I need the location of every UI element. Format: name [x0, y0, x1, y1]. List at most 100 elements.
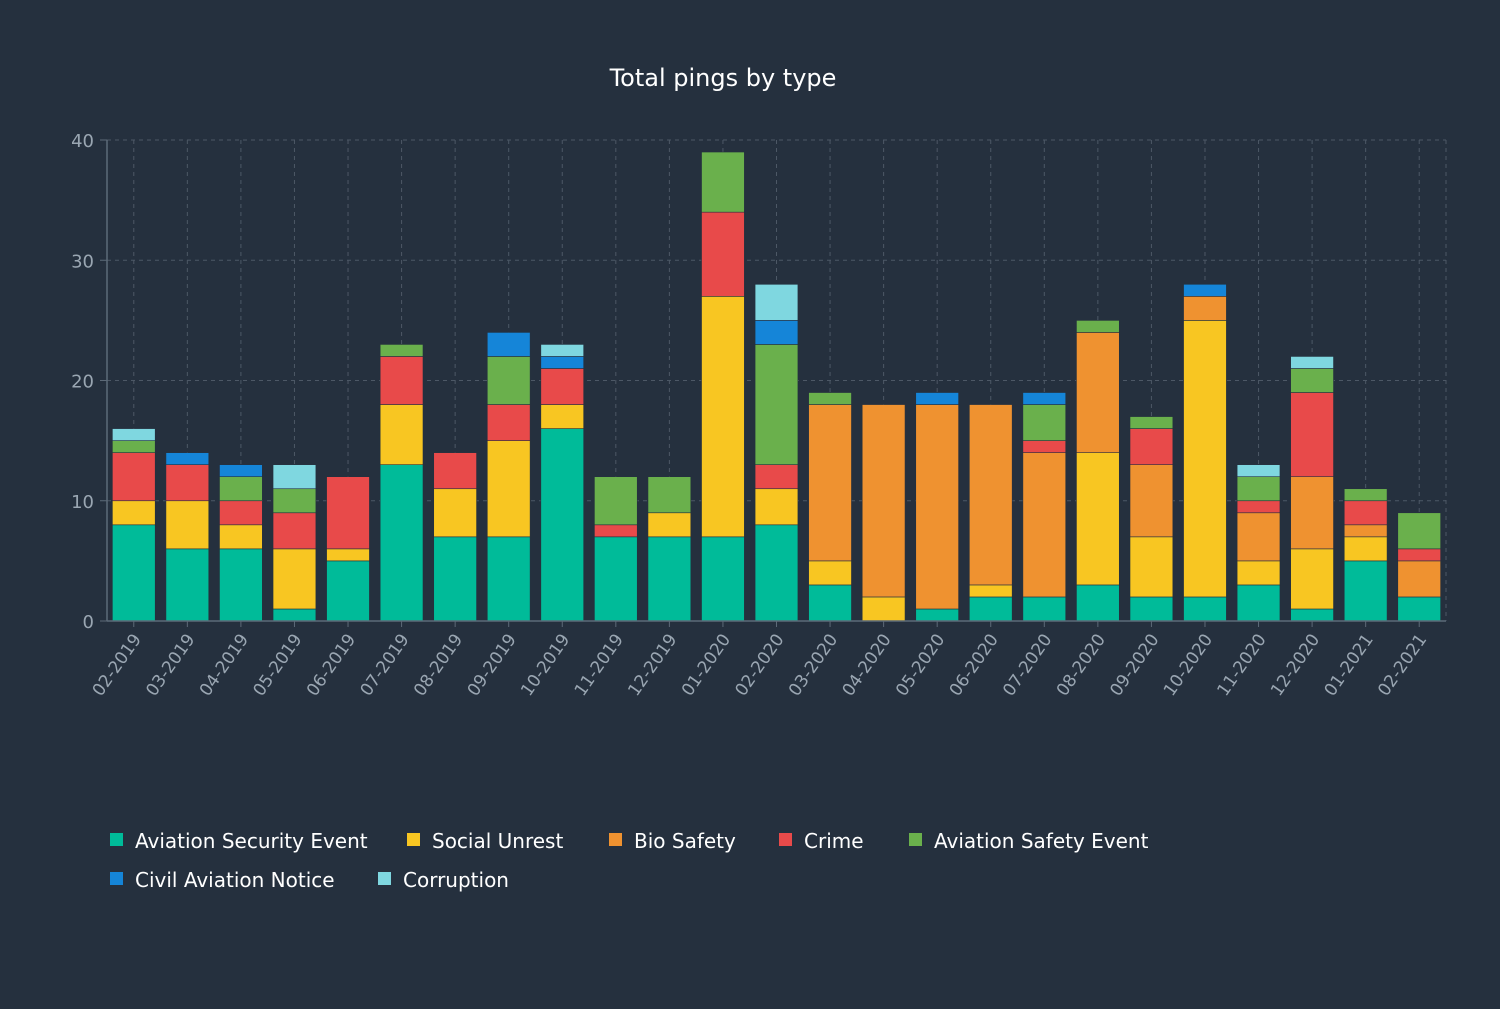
- bar-segment[interactable]: [594, 476, 638, 526]
- bar-segment[interactable]: [112, 524, 156, 622]
- legend-item[interactable]: Aviation Security Event: [110, 829, 368, 853]
- bar-segment[interactable]: [701, 536, 745, 622]
- bar-segment[interactable]: [754, 320, 799, 345]
- bar-segment[interactable]: [486, 404, 531, 441]
- bar-segment[interactable]: [1129, 596, 1174, 622]
- bar-segment[interactable]: [969, 596, 1013, 622]
- bar-segment[interactable]: [701, 151, 745, 213]
- bar-segment[interactable]: [219, 500, 263, 526]
- bar-segment[interactable]: [1343, 536, 1388, 562]
- bar-segment[interactable]: [540, 356, 584, 369]
- legend-item[interactable]: Crime: [779, 829, 864, 853]
- bar-segment[interactable]: [1076, 584, 1120, 622]
- bar-segment[interactable]: [219, 476, 263, 502]
- bar-segment[interactable]: [1022, 596, 1067, 622]
- legend-item[interactable]: Civil Aviation Notice: [110, 868, 335, 892]
- bar-segment[interactable]: [165, 452, 210, 465]
- bar-segment[interactable]: [326, 560, 370, 622]
- bar-segment[interactable]: [1397, 596, 1441, 622]
- bar-segment[interactable]: [701, 296, 745, 538]
- bar-segment[interactable]: [915, 404, 959, 610]
- bar-segment[interactable]: [861, 404, 906, 598]
- bar-segment[interactable]: [272, 548, 317, 610]
- bar-segment[interactable]: [754, 464, 799, 490]
- bar-segment[interactable]: [1397, 512, 1441, 550]
- bar-segment[interactable]: [808, 392, 852, 405]
- bar-segment[interactable]: [1236, 584, 1281, 622]
- bar-segment[interactable]: [969, 404, 1013, 586]
- bar-segment[interactable]: [433, 452, 477, 490]
- bar-segment[interactable]: [1343, 560, 1388, 622]
- bar-segment[interactable]: [915, 392, 959, 405]
- bar-segment[interactable]: [1343, 524, 1388, 538]
- bar-segment[interactable]: [1129, 428, 1174, 465]
- bar-segment[interactable]: [112, 452, 156, 502]
- bar-segment[interactable]: [272, 488, 317, 514]
- bar-segment[interactable]: [486, 332, 531, 357]
- bar-segment[interactable]: [1397, 548, 1441, 562]
- bar-segment[interactable]: [1343, 488, 1388, 502]
- bar-segment[interactable]: [219, 464, 263, 477]
- bar-segment[interactable]: [326, 476, 370, 550]
- bar-segment[interactable]: [1236, 512, 1281, 562]
- bar-segment[interactable]: [754, 283, 799, 321]
- bar-segment[interactable]: [379, 404, 424, 465]
- bar-segment[interactable]: [219, 524, 263, 550]
- legend-item[interactable]: Bio Safety: [609, 829, 736, 853]
- bar-segment[interactable]: [379, 344, 424, 357]
- bar-segment[interactable]: [969, 584, 1013, 598]
- bar-segment[interactable]: [861, 596, 906, 622]
- bar-segment[interactable]: [1022, 440, 1067, 453]
- legend-item[interactable]: Aviation Safety Event: [909, 829, 1149, 853]
- legend-item[interactable]: Social Unrest: [407, 829, 563, 853]
- bar-segment[interactable]: [1183, 596, 1227, 622]
- bar-segment[interactable]: [1397, 560, 1441, 598]
- bar-segment[interactable]: [1076, 452, 1120, 586]
- bar-segment[interactable]: [1129, 536, 1174, 598]
- bar-segment[interactable]: [272, 608, 317, 622]
- bar-segment[interactable]: [647, 512, 692, 538]
- bar-segment[interactable]: [1290, 548, 1334, 610]
- bar-segment[interactable]: [915, 608, 959, 622]
- bar-segment[interactable]: [165, 548, 210, 622]
- bar-segment[interactable]: [112, 428, 156, 441]
- bar-segment[interactable]: [379, 464, 424, 622]
- bar-segment[interactable]: [1290, 392, 1334, 477]
- bar-segment[interactable]: [1236, 476, 1281, 502]
- bar-segment[interactable]: [112, 440, 156, 453]
- bar-segment[interactable]: [1076, 332, 1120, 453]
- bar-segment[interactable]: [1076, 320, 1120, 333]
- bar-segment[interactable]: [1290, 476, 1334, 550]
- bar-segment[interactable]: [112, 500, 156, 526]
- bar-segment[interactable]: [540, 404, 584, 429]
- bar-segment[interactable]: [379, 356, 424, 405]
- bar-segment[interactable]: [219, 548, 263, 622]
- bar-segment[interactable]: [647, 536, 692, 622]
- bar-segment[interactable]: [486, 440, 531, 538]
- bar-segment[interactable]: [1343, 500, 1388, 526]
- bar-segment[interactable]: [1290, 356, 1334, 369]
- bar-segment[interactable]: [1183, 283, 1227, 297]
- bar-segment[interactable]: [1236, 560, 1281, 586]
- bar-segment[interactable]: [647, 476, 692, 514]
- bar-segment[interactable]: [1022, 392, 1067, 405]
- bar-segment[interactable]: [701, 211, 745, 297]
- bar-segment[interactable]: [1022, 452, 1067, 598]
- bar-segment[interactable]: [433, 488, 477, 538]
- bar-segment[interactable]: [1183, 296, 1227, 321]
- bar-segment[interactable]: [754, 488, 799, 526]
- bar-segment[interactable]: [808, 560, 852, 586]
- bar-segment[interactable]: [594, 536, 638, 622]
- bar-segment[interactable]: [1290, 368, 1334, 393]
- bar-segment[interactable]: [1290, 608, 1334, 622]
- legend-item[interactable]: Corruption: [378, 868, 509, 892]
- bar-segment[interactable]: [754, 524, 799, 622]
- bar-segment[interactable]: [808, 404, 852, 562]
- bar-segment[interactable]: [1236, 500, 1281, 514]
- bar-segment[interactable]: [486, 356, 531, 405]
- bar-segment[interactable]: [165, 500, 210, 550]
- bar-segment[interactable]: [1129, 416, 1174, 429]
- bar-segment[interactable]: [808, 584, 852, 622]
- bar-segment[interactable]: [540, 344, 584, 357]
- bar-segment[interactable]: [1022, 404, 1067, 441]
